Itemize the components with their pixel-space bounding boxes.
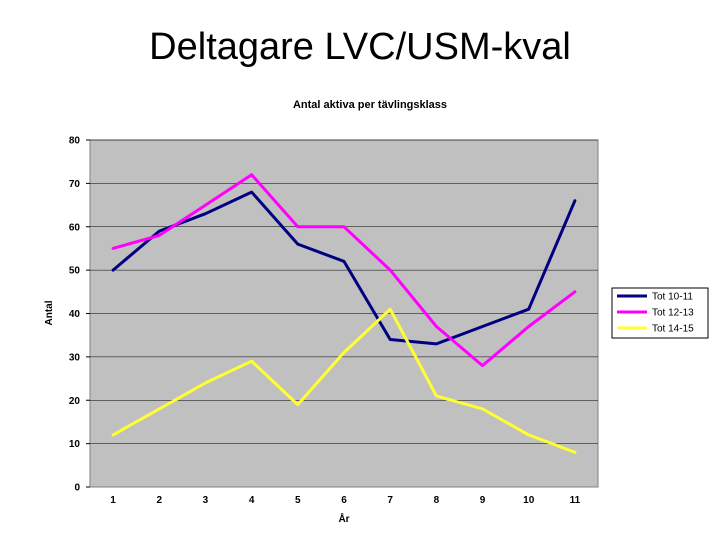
x-tick-label: 9 bbox=[480, 495, 486, 506]
x-tick-label: 6 bbox=[341, 495, 347, 506]
x-tick-label: 2 bbox=[156, 495, 162, 506]
y-axis-label: Antal bbox=[44, 300, 55, 325]
slide-title: Deltagare LVC/USM-kval bbox=[149, 26, 571, 68]
y-tick-label: 60 bbox=[69, 222, 81, 233]
y-tick-label: 50 bbox=[69, 266, 81, 277]
x-tick-label: 10 bbox=[523, 495, 535, 506]
x-axis-label: År bbox=[338, 512, 349, 525]
x-tick-label: 5 bbox=[295, 495, 301, 506]
series-line bbox=[111, 190, 577, 346]
legend-label: Tot 10-11 bbox=[652, 292, 693, 303]
legend-label: Tot 12-13 bbox=[652, 308, 694, 319]
x-tick-label: 8 bbox=[434, 495, 440, 506]
x-tick-label: 7 bbox=[387, 495, 393, 506]
y-tick-label: 20 bbox=[69, 396, 81, 407]
y-tick-labels: 0 10 20 30 40 50 60 70 80 bbox=[69, 136, 90, 494]
legend: Tot 10-11 Tot 12-13 Tot 14-15 bbox=[617, 292, 694, 335]
series-lines bbox=[111, 173, 577, 454]
y-tick-label: 0 bbox=[74, 483, 80, 494]
y-tick-label: 40 bbox=[69, 309, 81, 320]
x-tick-label: 4 bbox=[249, 495, 255, 506]
chart-title: Antal aktiva per tävlingsklass bbox=[293, 99, 447, 111]
series-line bbox=[111, 173, 577, 368]
x-tick-label: 11 bbox=[570, 495, 581, 506]
y-tick-label: 30 bbox=[69, 352, 81, 363]
y-tick-label: 70 bbox=[69, 179, 81, 190]
x-tick-label: 3 bbox=[203, 495, 209, 506]
x-tick-label: 1 bbox=[110, 495, 116, 506]
x-tick-labels: 1 2 3 4 5 6 7 8 9 10 11 bbox=[110, 495, 580, 506]
y-tick-label: 80 bbox=[69, 136, 81, 147]
legend-label: Tot 14-15 bbox=[652, 324, 694, 335]
y-tick-label: 10 bbox=[69, 439, 81, 450]
series-line bbox=[111, 307, 577, 454]
